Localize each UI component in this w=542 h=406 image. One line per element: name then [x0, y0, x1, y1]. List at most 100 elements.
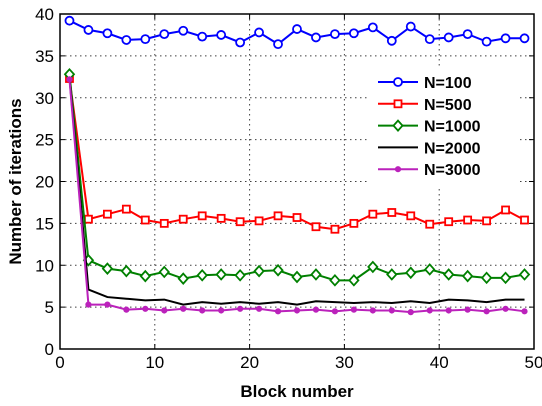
data-point [424, 34, 435, 45]
data-point [406, 211, 416, 221]
data-point [480, 271, 493, 285]
data-point [84, 214, 93, 224]
data-point [291, 270, 303, 284]
data-point [120, 264, 133, 278]
data-point [139, 269, 152, 283]
legend-marker [393, 99, 403, 109]
legend-label: N=100 [424, 75, 472, 92]
data-point [349, 218, 359, 228]
data-point [444, 217, 454, 227]
data-point [331, 308, 339, 315]
data-point [178, 25, 189, 36]
data-point [461, 269, 474, 283]
series-2 [63, 67, 531, 287]
data-point [501, 205, 510, 215]
data-point [180, 305, 187, 312]
data-point [121, 35, 132, 45]
series-4 [66, 76, 528, 316]
data-point [348, 28, 359, 39]
x-tick-label: 30 [335, 353, 354, 372]
data-point [405, 266, 417, 280]
x-axis-label: Block number [240, 382, 354, 401]
data-point [102, 28, 113, 39]
data-point [237, 305, 244, 312]
legend-label: N=2000 [424, 140, 481, 157]
data-point [216, 213, 226, 223]
data-point [350, 306, 357, 313]
data-point [140, 215, 150, 225]
data-point [215, 268, 227, 281]
data-point [104, 301, 111, 308]
data-point [159, 218, 169, 228]
data-point [292, 213, 302, 222]
data-point [235, 217, 245, 227]
data-point [367, 22, 378, 33]
data-point [142, 305, 149, 312]
y-tick-label: 0 [45, 340, 54, 359]
data-point [312, 306, 320, 313]
data-point [519, 33, 530, 44]
data-point [368, 209, 378, 219]
data-point [367, 260, 379, 274]
data-point [140, 34, 151, 45]
x-tick-label: 10 [145, 353, 164, 372]
data-point [255, 305, 263, 312]
data-point [443, 32, 454, 43]
data-point [273, 39, 283, 50]
data-point [158, 265, 170, 279]
data-point [272, 263, 284, 277]
x-tick-label: 20 [240, 353, 259, 372]
legend-marker [392, 119, 404, 132]
data-point [405, 21, 416, 32]
data-point [103, 209, 112, 219]
data-point [85, 301, 92, 308]
data-point [499, 271, 512, 285]
data-point [386, 35, 397, 46]
data-point [310, 268, 322, 281]
data-point [218, 307, 225, 314]
data-point [387, 208, 397, 217]
series-line [68, 77, 525, 306]
data-point [330, 29, 340, 39]
data-point [518, 268, 531, 281]
data-point [520, 215, 529, 225]
data-point [329, 273, 341, 287]
data-point [502, 305, 509, 312]
legend-marker [394, 166, 402, 173]
data-point [254, 27, 264, 38]
data-point [462, 29, 473, 39]
series-3 [68, 77, 525, 306]
y-tick-label: 40 [35, 5, 54, 24]
y-tick-label: 5 [45, 298, 54, 317]
data-point [388, 307, 395, 314]
legend-label: N=1000 [424, 119, 481, 136]
data-point [234, 268, 246, 282]
data-point [197, 211, 207, 221]
data-point [196, 268, 208, 282]
data-point [197, 31, 208, 42]
data-point [425, 219, 435, 229]
data-point [159, 29, 170, 39]
data-point [121, 204, 131, 214]
x-tick-label: 0 [55, 353, 64, 372]
data-point [274, 308, 282, 315]
x-tick-label: 50 [525, 353, 542, 372]
data-point [161, 307, 168, 314]
data-point [311, 222, 321, 232]
series-layer [63, 15, 531, 316]
x-tick-label: 40 [430, 353, 449, 372]
data-point [481, 36, 492, 47]
data-point [199, 307, 206, 314]
y-tick-label: 30 [35, 89, 54, 108]
data-point [254, 216, 264, 226]
y-tick-label: 20 [35, 173, 54, 192]
data-point [407, 309, 414, 316]
legend-label: N=500 [424, 97, 472, 114]
data-point [442, 268, 455, 281]
legend-marker [393, 77, 403, 87]
data-point [216, 30, 227, 40]
data-point [178, 214, 188, 224]
y-tick-label: 25 [35, 131, 54, 150]
data-point [64, 15, 75, 26]
data-point [101, 262, 114, 275]
